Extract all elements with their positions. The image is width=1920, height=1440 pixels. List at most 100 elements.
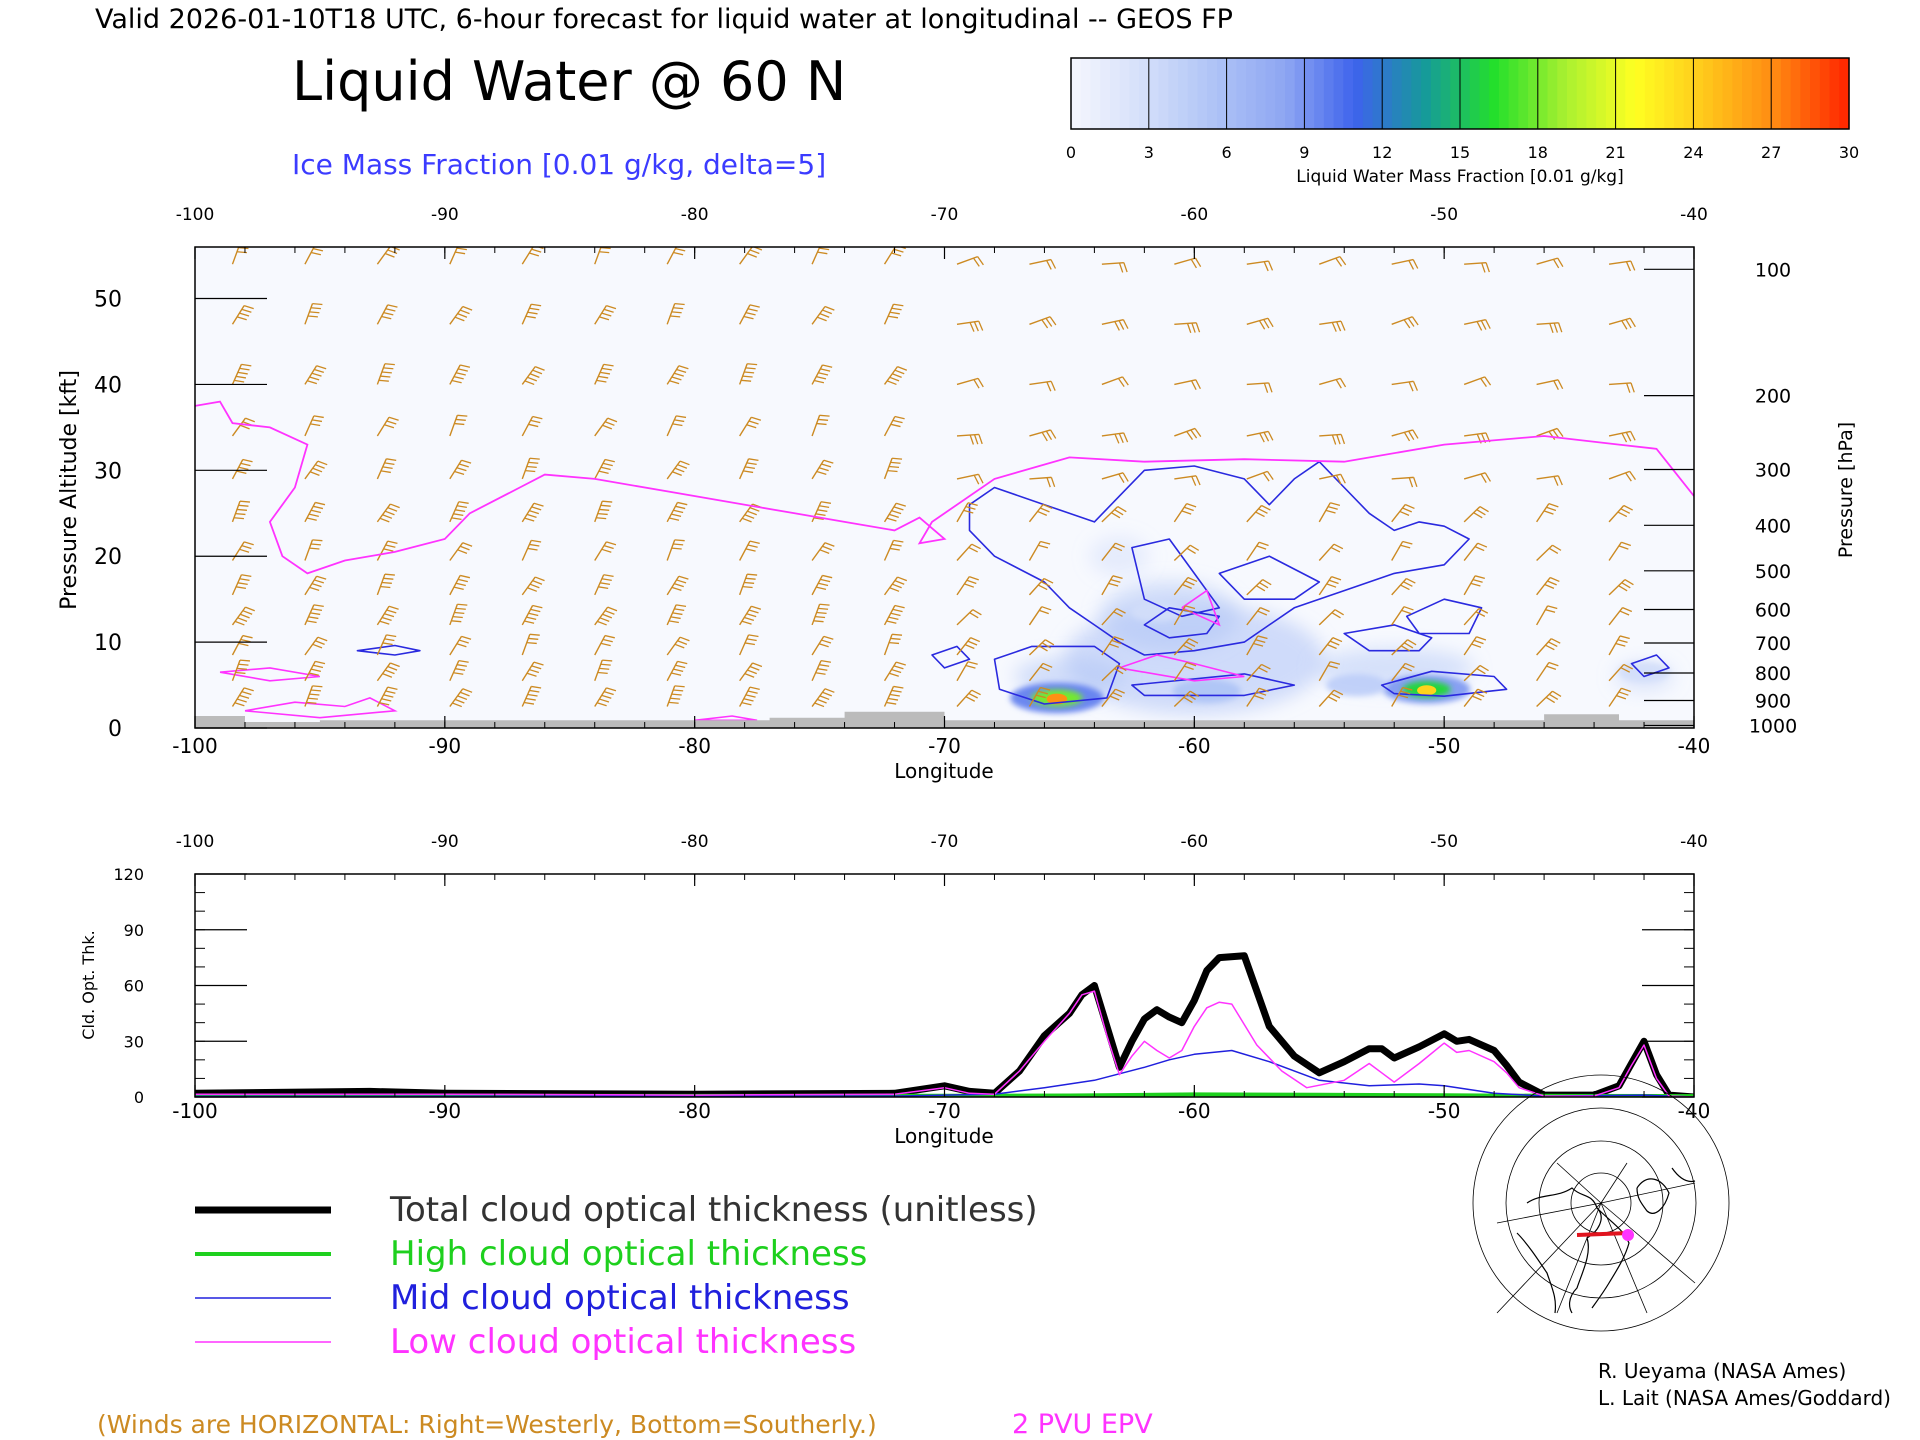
wind-barb xyxy=(1463,688,1488,707)
wind-barb xyxy=(304,302,323,325)
epv-contour-fragment xyxy=(1181,589,1221,627)
colorbar-swatch xyxy=(1333,58,1344,129)
pressure-tick-label: 300 xyxy=(1755,459,1791,481)
pressure-tick-label: 400 xyxy=(1755,515,1791,537)
wind-barb xyxy=(449,635,472,656)
wind-barb xyxy=(1391,316,1419,329)
wind-barb xyxy=(594,305,617,325)
wind-barb xyxy=(449,501,469,523)
colorbar-tick-label: 30 xyxy=(1839,143,1859,162)
wind-barb xyxy=(1318,661,1341,682)
x-tick-label-top: -100 xyxy=(176,205,215,225)
wind-barb xyxy=(1391,540,1413,561)
legend-label: Low cloud optical thickness xyxy=(390,1322,856,1362)
wind-barb xyxy=(376,458,397,480)
colorbar-swatch xyxy=(1489,58,1500,129)
wind-barb xyxy=(883,366,908,386)
wind-barb xyxy=(1463,506,1489,523)
xlabel-top-panel: Longitude xyxy=(894,759,993,783)
wind-barb xyxy=(1101,575,1123,596)
colorbar-swatch xyxy=(1537,58,1549,129)
wind-barb xyxy=(1173,661,1197,682)
wind-barb xyxy=(231,687,254,707)
optical-thickness-panel: -100 -100 -90 -90 -80 -80 -70 -70 -60 -60 -50 -50 -4… xyxy=(79,832,1710,1148)
wind-barb xyxy=(1246,260,1274,272)
wind-barb xyxy=(594,363,614,385)
epv-2pvu-line xyxy=(195,400,1694,575)
wind-barb xyxy=(956,609,982,626)
epv-contour-fragment xyxy=(244,697,398,719)
wind-barb xyxy=(376,304,398,325)
wind-barb xyxy=(1028,606,1052,626)
colorbar-tick-label: 0 xyxy=(1066,143,1076,162)
wind-barb xyxy=(883,604,905,626)
wind-barb xyxy=(1464,319,1491,331)
wind-barb xyxy=(1028,540,1051,561)
wind-barb xyxy=(811,305,835,325)
winds-note: (Winds are HORIZONTAL: Right=Westerly, B… xyxy=(97,1410,877,1439)
wind-barb xyxy=(1318,637,1343,656)
y-tick-label: 90 xyxy=(124,921,144,940)
colorbar-swatch xyxy=(1421,58,1432,129)
wind-barb xyxy=(1319,255,1347,267)
colorbar-swatch xyxy=(1236,58,1247,129)
wind-barb xyxy=(811,501,832,523)
wind-barb xyxy=(594,634,615,656)
colorbar-swatch xyxy=(1635,58,1646,129)
y-tick-label: 20 xyxy=(94,545,122,570)
wind-barb xyxy=(883,502,906,523)
wind-barb xyxy=(1101,432,1129,444)
wind-barb xyxy=(1609,382,1635,393)
colorbar-swatch xyxy=(1605,58,1617,129)
y-tick-label: 120 xyxy=(113,865,144,884)
x-tick-label: -70 xyxy=(928,1099,961,1123)
y-tick-label: 50 xyxy=(94,288,122,313)
wind-barb xyxy=(231,634,253,656)
colorbar-swatch xyxy=(1304,58,1315,129)
wind-barb xyxy=(811,574,833,596)
colorbar-swatch xyxy=(1460,58,1471,129)
colorbar-swatch xyxy=(1216,58,1228,129)
wind-barb xyxy=(883,415,905,437)
colorbar-swatch xyxy=(1197,58,1208,129)
wind-barb xyxy=(666,460,690,480)
wind-barb xyxy=(1028,503,1053,523)
liquid-water-blob xyxy=(1172,679,1241,704)
colorbar-swatch xyxy=(1528,58,1539,129)
wind-barb xyxy=(1029,258,1057,270)
optical-thickness-ticks: -100 -100 -90 -90 -80 -80 -70 -70 -60 -60 -50 -50 -4… xyxy=(113,832,1710,1123)
y-tick-label: 60 xyxy=(124,977,144,996)
colorbar-swatch xyxy=(1576,58,1588,129)
wind-barb xyxy=(1608,317,1636,330)
wind-barb xyxy=(304,685,323,707)
wind-barb xyxy=(811,635,834,656)
x-tick-label-top: -40 xyxy=(1680,832,1708,852)
x-tick-label-top: -50 xyxy=(1430,832,1458,852)
wind-barb xyxy=(376,686,398,707)
ice-contour xyxy=(1131,538,1221,618)
wind-barb xyxy=(1029,476,1056,488)
wind-barb xyxy=(304,636,328,656)
pressure-tick-label: 200 xyxy=(1755,386,1791,408)
wind-barb xyxy=(1536,379,1564,390)
colorbar-swatch xyxy=(1177,58,1189,129)
wind-barb xyxy=(666,575,689,596)
liquid-water-peak xyxy=(1417,685,1437,696)
colorbar-tick-label: 6 xyxy=(1222,143,1232,162)
wind-barb xyxy=(1101,319,1129,331)
x-tick-label: -90 xyxy=(428,1099,461,1123)
x-tick-label: -100 xyxy=(172,734,217,758)
wind-barb xyxy=(376,363,395,385)
colorbar-swatch xyxy=(1391,58,1403,129)
wind-barb xyxy=(666,365,689,385)
wind-barb xyxy=(883,457,903,480)
colorbar-swatch xyxy=(1246,58,1257,129)
wind-barb xyxy=(594,500,613,523)
wind-barb xyxy=(883,633,903,656)
wind-barb xyxy=(1391,503,1415,523)
wind-barb xyxy=(1028,686,1051,707)
colorbar-swatch xyxy=(1139,58,1150,129)
wind-barb xyxy=(1608,579,1634,596)
colorbar-swatch xyxy=(1148,58,1160,129)
y-tick-label: 10 xyxy=(94,631,122,656)
